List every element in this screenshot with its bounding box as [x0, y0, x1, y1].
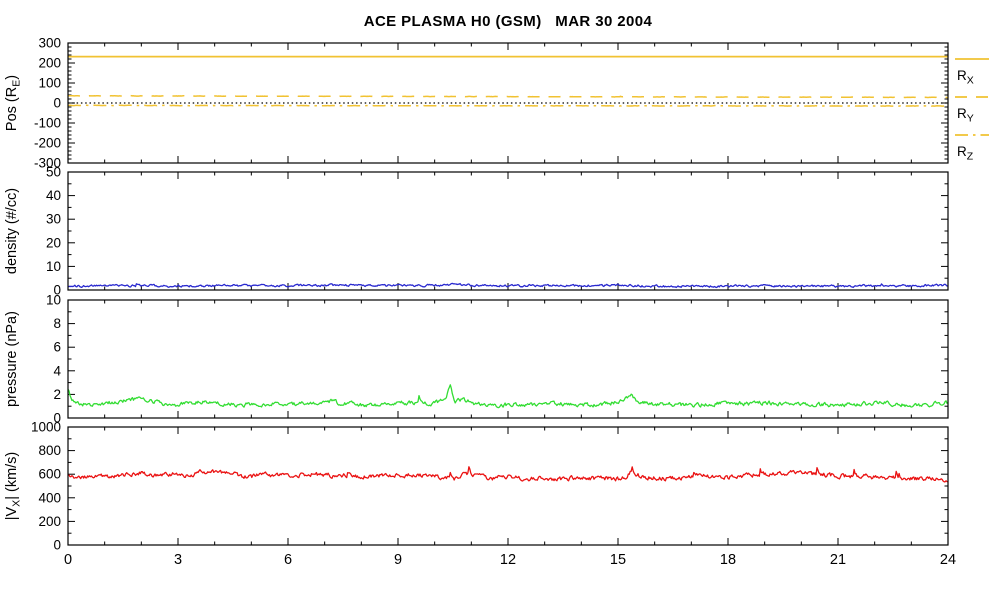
- x-tick-label: 0: [64, 552, 72, 568]
- panel-pressure-frame: [67, 299, 949, 419]
- y-tick-label: 20: [46, 235, 61, 250]
- x-tick-label: 3: [174, 552, 182, 568]
- y-tick-label: -100: [34, 116, 61, 131]
- series-R_Y: [68, 94, 948, 99]
- y-axis-title-pos: Pos (RE): [4, 75, 23, 131]
- x-tick-label: 15: [610, 552, 626, 568]
- x-tick-label: 6: [284, 552, 292, 568]
- y-tick-label: 0: [53, 283, 61, 298]
- legend-label-R_Y: RY: [957, 106, 974, 125]
- y-tick-label: 8: [53, 316, 61, 331]
- legend-label-R_X: RX: [957, 68, 974, 87]
- y-tick-label: 0: [53, 411, 61, 426]
- panel-pos: 300 200 100 0 -100 -200 -300 Pos (RE) RX RY RZ: [4, 36, 989, 171]
- panel-density: 50 40 30 20 10 0 density (#/cc): [4, 165, 949, 298]
- y-tick-label: 1000: [31, 420, 61, 435]
- y-tick-label: 100: [38, 76, 61, 91]
- y-axis-title-density: density (#/cc): [4, 188, 20, 274]
- series-density: [67, 282, 948, 289]
- y-tick-label: 200: [38, 56, 61, 71]
- chart-title: ACE PLASMA H0 (GSM) MAR 30 2004: [363, 13, 653, 30]
- y-tick-label: 10: [46, 293, 61, 308]
- y-tick-label: 800: [38, 443, 61, 458]
- y-axis-title-pressure: pressure (nPa): [4, 311, 20, 407]
- x-tick-label: 9: [394, 552, 402, 568]
- y-tick-label: 40: [46, 188, 61, 203]
- panel-pos-frame: [67, 42, 949, 164]
- x-tick-label: 18: [720, 552, 736, 568]
- x-tick-label: 21: [830, 552, 846, 568]
- y-tick-label: 400: [38, 490, 61, 505]
- y-tick-label: 10: [46, 259, 61, 274]
- y-tick-label: 2: [53, 387, 61, 402]
- panel-pressure: 10 8 6 4 2 0 pressure (nPa): [4, 293, 949, 426]
- panel-density-frame: [67, 171, 949, 291]
- y-tick-label: 0: [53, 538, 61, 553]
- y-tick-label: 300: [38, 36, 61, 51]
- y-tick-label: -300: [34, 156, 61, 171]
- series-|V_X|: [68, 466, 949, 483]
- y-axis-title-vx: |VX| (km/s): [4, 452, 23, 521]
- series-pressure: [67, 384, 949, 409]
- y-tick-label: 4: [53, 363, 61, 378]
- panel-vx-frame: [67, 426, 949, 546]
- y-tick-label: 30: [46, 212, 61, 227]
- x-tick-label: 12: [500, 552, 516, 568]
- series-R_Z: [68, 104, 949, 107]
- x-tick-label: 24: [940, 552, 956, 568]
- y-tick-label: 200: [38, 514, 61, 529]
- y-tick-label: 50: [46, 165, 61, 180]
- y-tick-label: 600: [38, 467, 61, 482]
- y-tick-label: 6: [53, 340, 61, 355]
- y-tick-label: -200: [34, 136, 61, 151]
- y-tick-label: 0: [53, 96, 61, 111]
- legend-label-R_Z: RZ: [957, 144, 974, 163]
- panel-vx: 1000 800 600 400 200 0 |VX| (km/s) 0 3 6 9 12 15 18 21…: [4, 420, 956, 569]
